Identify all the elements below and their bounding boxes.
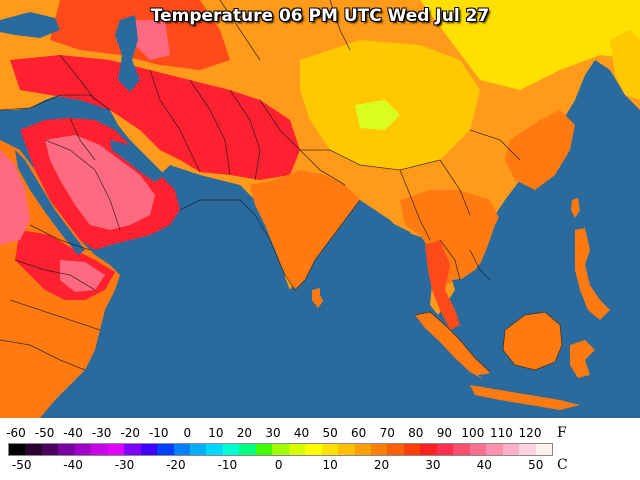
sea-south-china [480,195,572,310]
color-scale-swatch [124,444,141,455]
color-scale-swatch [321,444,339,455]
temperature-legend: -60 -50 -40 -30 -20 -10 0 10 20 30 40 50 60 70 80 90 100… [0,418,640,480]
color-scale-swatch [58,444,75,455]
color-scale-swatch [469,444,487,455]
fahrenheit-label: 80 [408,426,424,440]
land-africa-west-pink [0,150,30,245]
land-philippines [575,228,610,320]
fahrenheit-label: 20 [236,426,253,440]
color-scale-swatch [189,444,207,455]
celsius-label: 50 [528,458,544,472]
color-scale-swatch [222,444,240,455]
fahrenheit-label: -60 [6,426,26,440]
land-sulawesi [570,340,595,378]
color-scale-swatch [157,444,174,455]
color-scale-swatch [338,444,355,455]
land-iran [10,55,300,180]
land-tibet-green [355,100,400,130]
color-scale-swatch [305,444,322,455]
color-scale-swatch [206,444,223,455]
color-scale-swatch [387,444,404,455]
fahrenheit-label: 120 [518,426,542,440]
color-scale-swatch [519,444,536,455]
fahrenheit-label: -40 [63,426,83,440]
fahrenheit-label: -10 [148,426,169,440]
celsius-label: 20 [373,458,390,472]
color-scale-bar [8,443,553,456]
temperature-map: Temperature 06 PM UTC Wed Jul 27 [0,0,640,418]
color-scale-swatch [370,444,388,455]
fahrenheit-label: 30 [265,426,281,440]
fahrenheit-label: 100 [461,426,485,440]
sea-bay-bengal [320,210,422,330]
celsius-label: -20 [166,458,186,472]
land-north-yellow [420,0,640,90]
color-scale-swatch [9,444,26,455]
unit-celsius: C [557,457,568,473]
sea-java [478,372,510,388]
fahrenheit-label: 40 [293,426,310,440]
fahrenheit-label: 50 [322,426,338,440]
sea-black [0,12,60,38]
fahrenheit-label: 70 [379,426,395,440]
land-borneo [503,312,562,370]
unit-fahrenheit: F [557,425,567,441]
sea-arabian-gulf-oman [130,200,285,300]
land-sumatra [415,312,490,380]
land-taiwan [571,198,580,218]
celsius-label: 10 [322,458,338,472]
fahrenheit-label: 10 [208,426,224,440]
color-scale-swatch [535,444,552,455]
fahrenheit-label: -30 [91,426,112,440]
land-java [470,385,580,410]
map-title: Temperature 06 PM UTC Wed Jul 27 [150,6,490,26]
color-scale-swatch [107,444,125,455]
fahrenheit-label: -50 [34,426,55,440]
color-scale-swatch [403,444,421,455]
celsius-label: 0 [274,458,283,472]
sea-red [15,150,85,255]
land-india [250,170,360,290]
land-arabia-hot [45,135,155,230]
land-seasia [400,190,500,285]
land-north-pink [135,20,170,60]
color-scale-swatch [91,444,108,455]
color-scale-swatch [288,444,306,455]
color-scale-swatch [272,444,289,455]
color-scale-swatch [239,444,256,455]
country-borders [0,0,521,371]
fahrenheit-label: 0 [183,426,192,440]
fahrenheit-label: 90 [436,426,452,440]
fahrenheit-label: 60 [351,426,367,440]
sea-gulf-thailand [452,278,478,310]
celsius-label: -10 [217,458,238,472]
celsius-label: -40 [63,458,83,472]
land-horn-pink [60,260,105,292]
color-scale-swatch [173,444,190,455]
sea-caspian [115,15,140,92]
land-korea [610,30,640,100]
color-scale-swatch [420,444,437,455]
color-scale-swatch [354,444,371,455]
color-scale-swatch [436,444,454,455]
celsius-label: -30 [114,458,135,472]
sea-persian-gulf [110,140,165,182]
color-scale-swatch [255,444,273,455]
fahrenheit-label: -20 [120,426,141,440]
celsius-label: 30 [425,458,441,472]
land-east-china [505,110,575,190]
map-canvas [0,0,640,418]
celsius-label: -50 [11,458,32,472]
color-scale-swatch [41,444,59,455]
color-scale-swatch [453,444,470,455]
celsius-label: 40 [476,458,492,472]
color-scale-swatch [486,444,503,455]
land-burma-hot [425,240,460,330]
coastlines [179,199,563,373]
color-scale-swatch [25,444,42,455]
color-scale-swatch [74,444,92,455]
color-scale-swatch [140,444,158,455]
color-scale-swatch [502,444,520,455]
fahrenheit-label: 110 [489,426,513,440]
